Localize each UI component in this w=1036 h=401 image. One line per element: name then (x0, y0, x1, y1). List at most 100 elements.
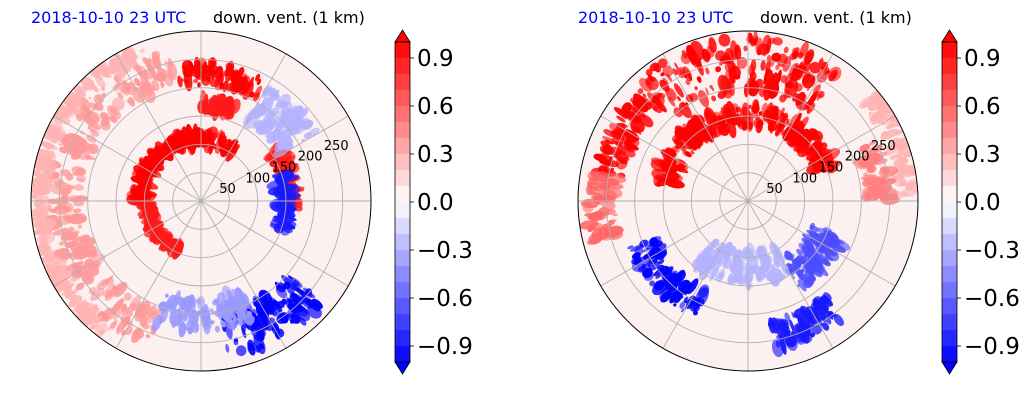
field-cell (302, 287, 310, 294)
field-cell (798, 123, 806, 132)
colorbar-tick-label: 0.6 (964, 94, 1001, 120)
field-cell (191, 65, 197, 71)
field-cell (275, 286, 288, 299)
colorbar-tick-label: −0.9 (964, 334, 1020, 360)
field-cell (705, 112, 710, 117)
field-cell (604, 139, 614, 145)
colorbar-level (942, 74, 957, 91)
field-cell (666, 73, 673, 82)
field-cell (131, 327, 143, 343)
field-cell (689, 92, 699, 102)
field-cell (806, 85, 811, 92)
field-cell (65, 184, 75, 190)
field-cell (126, 86, 133, 95)
field-cell (686, 119, 700, 133)
field-cell (769, 126, 774, 134)
field-cell (253, 121, 257, 126)
field-cell (270, 219, 284, 229)
field-cell (160, 231, 165, 236)
field-cell (769, 111, 774, 120)
azimuth-spoke (115, 53, 202, 202)
field-cell (209, 308, 214, 313)
field-cell (287, 303, 297, 314)
field-cell (746, 261, 749, 268)
field-cell (262, 85, 273, 99)
field-cell (286, 286, 295, 295)
colorbar-level (942, 234, 957, 251)
field-cell (639, 77, 652, 92)
field-cell (724, 63, 730, 72)
field-cell (39, 251, 47, 256)
field-cell (58, 146, 68, 154)
field-cell (85, 315, 95, 325)
field-cell (268, 317, 276, 324)
field-cell (662, 65, 674, 77)
field-cell (254, 345, 261, 353)
field-cell (287, 117, 304, 133)
azimuth-spoke (200, 200, 349, 287)
radial-tick-label: 200 (845, 150, 870, 165)
radial-tick-label: 250 (871, 139, 896, 154)
field-cell (306, 298, 321, 312)
field-cell (145, 334, 151, 339)
field-cell (42, 165, 54, 177)
field-cell (280, 108, 296, 124)
field-cell (84, 263, 100, 274)
field-cell (709, 84, 713, 89)
field-cell (734, 74, 741, 80)
field-cell (96, 310, 104, 319)
field-cell (644, 102, 652, 111)
field-cell (165, 301, 170, 310)
field-cell (637, 88, 644, 94)
radial-tick-label: 50 (766, 182, 783, 197)
colorbar-level (942, 250, 957, 267)
colorbar-level (942, 58, 957, 75)
field-cell (123, 61, 128, 68)
field-cell (77, 237, 96, 249)
colorbar-tick-label: −0.3 (417, 238, 473, 264)
field-cell (235, 345, 247, 357)
field-cell (672, 145, 680, 153)
field-cell (197, 82, 201, 88)
field-cell (279, 313, 289, 324)
field-cell (696, 76, 702, 83)
field-cell (133, 190, 147, 198)
colorbar: −0.9 −0.6 −0.3 0.0 0.3 0.6 0.9 (941, 29, 1020, 375)
field-cell (137, 301, 142, 307)
field-cell (82, 85, 88, 92)
field-cell (749, 71, 757, 81)
field-cell (299, 317, 307, 326)
field-cell (287, 275, 293, 280)
field-cell (155, 72, 167, 83)
field-cell (160, 308, 169, 324)
field-cell (44, 248, 56, 262)
field-cell (775, 130, 779, 136)
field-cell (781, 112, 789, 122)
field-cell (62, 253, 72, 260)
field-cell (226, 138, 232, 145)
field-cell (804, 49, 815, 65)
field-cell (145, 165, 149, 169)
field-cell (613, 130, 621, 136)
field-cell (31, 217, 41, 222)
field-cell (285, 191, 301, 201)
plot-title: down. vent. (1 km) (760, 8, 912, 27)
colorbar: −0.9 −0.6 −0.3 0.0 0.3 0.6 0.9 (394, 29, 473, 375)
field-cell (113, 306, 124, 320)
field-cell (292, 105, 297, 109)
field-cell (255, 73, 261, 82)
field-cell (46, 271, 57, 278)
colorbar-level (942, 106, 957, 123)
field-cell (104, 315, 111, 323)
field-cell (281, 100, 288, 107)
field-cell (228, 100, 234, 106)
field-cell (77, 224, 82, 229)
field-cell (128, 98, 135, 107)
field-cell (188, 128, 198, 145)
field-cell (75, 304, 84, 313)
colorbar-extend-min (941, 361, 958, 375)
field-cell (111, 97, 125, 111)
field-cell (205, 105, 215, 115)
field-cell (698, 90, 710, 108)
colorbar-level (395, 282, 410, 299)
